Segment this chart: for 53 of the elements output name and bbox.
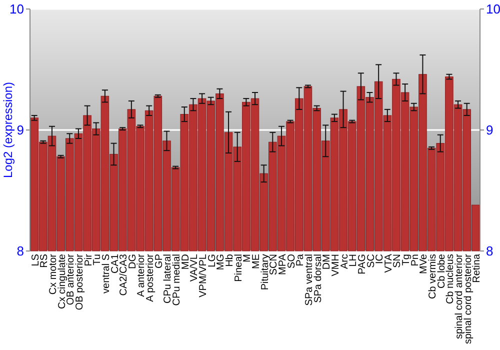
x-tick-label: Pa xyxy=(295,254,306,266)
y-axis-title: Log2 (expression) xyxy=(1,82,15,178)
x-tick-label: LG xyxy=(206,254,218,268)
x-tick-label: M xyxy=(242,254,254,262)
x-tick-label: Cb lobe xyxy=(436,254,448,288)
x-tick-label: SC xyxy=(366,254,377,268)
x-tick-label: Arc xyxy=(339,254,350,269)
x-tick-label: CA1 xyxy=(110,254,121,274)
x-tick-label: Pn xyxy=(410,254,421,266)
x-tick-label: SCN xyxy=(268,254,280,276)
x-tick-label: Cx cingulate xyxy=(56,254,68,310)
y-tick-label: 10 xyxy=(10,2,24,17)
x-tick-label: spinal cord anterior xyxy=(454,253,466,340)
x-tick-label: Tg xyxy=(401,254,412,266)
x-tick-label: A posterior xyxy=(145,253,156,302)
x-tick-label: Tu xyxy=(92,254,104,266)
x-tick-label: Pineal xyxy=(233,254,244,282)
x-tick-label: SPa ventral xyxy=(304,254,315,306)
x-tick-label: PAG xyxy=(356,254,368,274)
x-tick-label: Retina xyxy=(472,254,483,283)
x-tick-label: spinal cord posterior xyxy=(462,253,474,344)
x-tick-label: SO xyxy=(286,254,298,268)
x-tick-label: ventral S xyxy=(100,254,112,294)
y-tick-label: 9 xyxy=(16,122,24,138)
x-tick-label: MVe xyxy=(418,254,430,274)
x-tick-label: SPa dorsal xyxy=(312,254,324,303)
x-tick-label: Cb nucleus xyxy=(445,254,456,304)
x-tick-label: Pir xyxy=(83,253,94,266)
x-tick-label: VPM/VPL xyxy=(198,254,210,298)
x-tick-label: LH xyxy=(348,254,360,267)
y2-tick-label: 8 xyxy=(486,244,494,259)
x-tick-label: VMH xyxy=(330,254,342,276)
x-tick-label: Hb xyxy=(224,254,236,267)
x-tick-label: ME xyxy=(251,254,262,269)
x-tick-label: DG xyxy=(127,254,138,269)
x-tick-label: MPA xyxy=(277,254,288,275)
x-tick-label: VTA xyxy=(383,254,394,273)
x-tick-label: RS xyxy=(39,254,50,268)
x-tick-label: Pituitary xyxy=(260,254,271,290)
x-tick-label: OB posterior xyxy=(74,253,86,310)
x-tick-label: LS xyxy=(30,254,42,266)
y2-tick-label: 10 xyxy=(486,2,500,17)
x-tick-label: CA2/CA3 xyxy=(118,254,130,296)
y-tick-label: 8 xyxy=(16,244,24,259)
x-tick-label: SN xyxy=(392,254,404,268)
x-tick-label: Cx motor xyxy=(48,253,59,295)
x-tick-label: OB anterior xyxy=(66,253,77,306)
x-tick-label: DM xyxy=(322,254,333,270)
x-tick-label: CPu medial xyxy=(172,254,183,306)
x-tick-label: A anterior xyxy=(136,253,148,297)
x-tick-label: IC xyxy=(374,254,386,264)
x-tick-label: GP xyxy=(154,254,165,268)
y2-tick-label: 9 xyxy=(486,122,494,138)
